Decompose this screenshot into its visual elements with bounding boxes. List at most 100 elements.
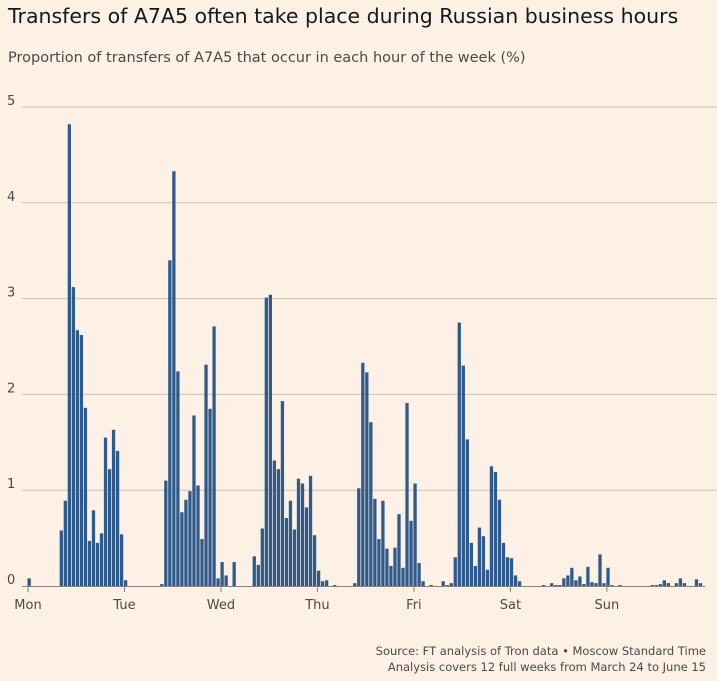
bar-hour-97 — [417, 563, 421, 586]
bar-hour-96 — [413, 483, 417, 586]
bar-hour-71 — [312, 535, 317, 586]
bar-hour-89 — [385, 548, 389, 586]
x-tick-label-fri: Fri — [406, 598, 422, 613]
bar-hour-95 — [409, 520, 413, 586]
bar-hour-42 — [196, 485, 200, 586]
x-tick-label-mon: Mon — [14, 598, 41, 613]
bar-hour-41 — [192, 415, 196, 586]
bar-hour-94 — [405, 403, 409, 586]
bar-hour-86 — [373, 498, 377, 586]
bar-hour-21 — [111, 429, 116, 586]
bar-hour-156 — [654, 585, 658, 586]
bar-hour-167 — [698, 583, 703, 586]
bar-hour-143 — [602, 583, 606, 586]
bar-hour-109 — [465, 439, 469, 586]
bar-hour-11 — [71, 287, 76, 586]
bar-hour-122 — [517, 581, 522, 586]
bar-hour-8 — [59, 530, 63, 586]
bar-hour-44 — [204, 364, 208, 586]
bar-hour-113 — [481, 536, 486, 586]
bar-hour-88 — [381, 500, 385, 586]
bar-hour-35 — [168, 260, 172, 586]
bar-hour-0 — [27, 578, 31, 586]
bar-hour-119 — [505, 557, 510, 586]
bar-hour-38 — [180, 512, 184, 586]
bar-hour-105 — [449, 583, 453, 586]
bar-hour-60 — [268, 294, 272, 586]
bar-hour-158 — [662, 580, 666, 586]
bar-hour-136 — [574, 580, 578, 586]
bar-hour-137 — [578, 576, 582, 586]
y-tick-label: 4 — [7, 190, 15, 205]
bar-hour-34 — [164, 480, 168, 586]
bar-hour-73 — [320, 581, 325, 586]
bar-hour-64 — [284, 517, 289, 586]
chart-subtitle: Proportion of transfers of A7A5 that occ… — [8, 50, 526, 66]
bar-hour-13 — [79, 335, 84, 586]
bar-hour-51 — [232, 562, 236, 586]
chart-title: Transfers of A7A5 often take place durin… — [8, 4, 679, 28]
bar-hour-59 — [264, 297, 268, 586]
bar-hour-120 — [509, 558, 514, 586]
bar-hour-40 — [188, 491, 192, 586]
bar-hour-106 — [453, 557, 457, 586]
bar-hour-132 — [558, 585, 562, 586]
y-tick-label: 3 — [7, 286, 15, 301]
bar-hour-116 — [493, 471, 498, 586]
bar-hour-141 — [594, 583, 598, 586]
bar-hour-70 — [308, 475, 313, 586]
bar-hour-117 — [497, 499, 502, 586]
bar-hour-66 — [292, 529, 297, 586]
y-tick-label: 1 — [7, 477, 15, 492]
bar-hour-166 — [694, 579, 699, 586]
bar-hour-161 — [674, 583, 679, 586]
bar-hour-18 — [99, 533, 104, 586]
bar-hour-47 — [216, 578, 220, 586]
x-tick-label-wed: Wed — [207, 598, 235, 613]
bar-hour-19 — [103, 437, 108, 586]
x-tick-label-sat: Sat — [500, 598, 521, 613]
x-tick-label-thu: Thu — [304, 598, 329, 613]
bar-hour-130 — [550, 583, 554, 586]
bar-hour-163 — [682, 583, 687, 586]
bar-hour-68 — [300, 483, 305, 586]
bar-hour-131 — [554, 585, 558, 586]
bar-hour-93 — [401, 567, 405, 586]
bar-hour-22 — [115, 450, 120, 586]
bar-hour-33 — [160, 584, 164, 586]
bar-hour-85 — [369, 422, 373, 586]
bar-hour-81 — [353, 583, 357, 586]
bar-hour-138 — [582, 584, 586, 586]
bar-hour-128 — [542, 585, 546, 586]
analysis-note: Analysis covers 12 full weeks from March… — [387, 660, 706, 674]
bar-hour-139 — [586, 566, 590, 586]
bar-hour-114 — [485, 569, 490, 586]
bar-hour-62 — [276, 469, 281, 586]
bar-hour-57 — [256, 564, 260, 586]
bar-hour-15 — [87, 540, 92, 586]
bar-hour-144 — [606, 567, 610, 586]
y-tick-label: 2 — [7, 381, 15, 396]
bar-hour-23 — [119, 534, 124, 586]
source-line: Source: FT analysis of Tron data • Mosco… — [375, 644, 706, 658]
bar-hour-63 — [280, 401, 285, 586]
bar-hour-76 — [333, 585, 337, 586]
bar-hour-133 — [562, 578, 566, 586]
bar-hour-17 — [95, 542, 100, 586]
bar-hour-74 — [324, 580, 329, 586]
bar-hour-69 — [304, 507, 309, 586]
bar-hour-118 — [501, 542, 506, 586]
bar-hour-67 — [296, 478, 301, 586]
bar-hour-155 — [650, 585, 654, 586]
bar-hour-100 — [429, 585, 433, 586]
bar-hour-45 — [208, 408, 212, 586]
bar-hour-72 — [316, 570, 321, 586]
bar-hour-37 — [176, 371, 180, 586]
bar-hour-61 — [272, 460, 277, 586]
y-tick-label: 0 — [7, 573, 15, 588]
bar-hour-84 — [365, 372, 369, 586]
y-tick-label: 5 — [7, 94, 15, 109]
source-note: Source: FT analysis of Tron data • Mosco… — [376, 643, 706, 675]
bar-hour-14 — [83, 407, 88, 586]
